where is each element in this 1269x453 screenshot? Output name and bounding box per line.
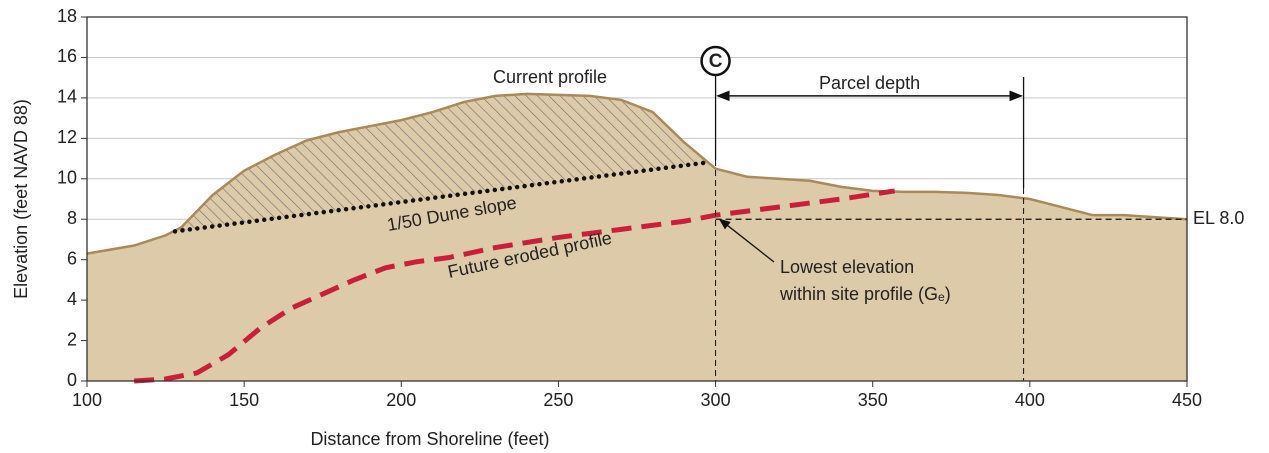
y-tick-label: 14 (57, 87, 77, 107)
x-tick-label: 400 (1015, 390, 1045, 410)
x-tick-label: 450 (1172, 390, 1202, 410)
dune-slope (172, 160, 709, 234)
current-profile-line (86, 92, 1188, 255)
y-tick-label: 0 (67, 370, 77, 390)
x-tick-label: 200 (386, 390, 416, 410)
y-axis-label: Elevation (feet NAVD 88) (11, 99, 31, 299)
y-tick-label: 10 (57, 168, 77, 188)
x-tick-label: 150 (229, 390, 259, 410)
y-tick-label: 8 (67, 208, 77, 228)
x-tick-label: 100 (72, 390, 102, 410)
y-tick-label: 18 (57, 6, 77, 26)
site-marker (700, 45, 731, 77)
y-tick-label: 6 (67, 248, 77, 268)
y-tick-label: 4 (67, 289, 77, 309)
callout-text: within site profile (Gₑ) (779, 284, 951, 304)
x-tick-label: 250 (543, 390, 573, 410)
callout-text: Lowest elevation (780, 257, 914, 277)
x-axis-label: Distance from Shoreline (feet) (310, 429, 549, 449)
y-tick-label: 16 (57, 46, 77, 66)
callout-arrow (718, 218, 775, 263)
y-tick-label: 12 (57, 127, 77, 147)
hatch (175, 93, 707, 232)
x-tick-label: 350 (858, 390, 888, 410)
x-tick-label: 300 (701, 390, 731, 410)
site-marker-label: C (709, 51, 723, 72)
plot-frame (86, 16, 1188, 382)
parcel-label: Parcel depth (819, 73, 920, 93)
reference-label: EL 8.0 (1193, 208, 1244, 228)
series-label: Current profile (493, 67, 607, 87)
y-tick-label: 2 (67, 329, 77, 349)
